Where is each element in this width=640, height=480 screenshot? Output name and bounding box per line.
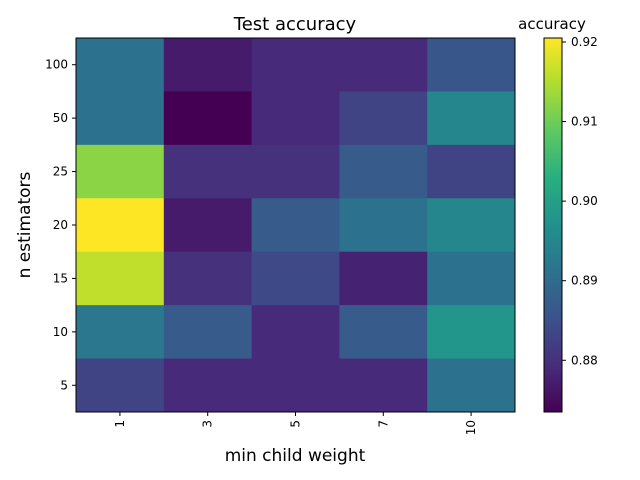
y-tick-label: 25 [53,165,68,179]
heatmap-cell [251,251,340,306]
heatmap-cell [76,305,165,360]
colorbar-tick-label: 0.91 [571,115,598,129]
colorbar-label: accuracy [518,15,586,33]
heatmap-cell [251,91,340,146]
heatmap-cell [339,91,428,146]
heatmap-cell [163,251,253,306]
heatmap-cell [427,91,516,146]
x-axis-ticks: 1 3 5 7 10 [113,412,478,435]
y-axis-label: n estimators [15,171,35,278]
heatmap-cell [76,144,165,199]
heatmap-cells [76,38,516,413]
heatmap-cell [427,305,516,360]
chart-title: Test accuracy [233,14,357,35]
heatmap-cell [76,251,165,306]
heatmap-cell [76,38,165,92]
colorbar-tick-label: 0.90 [571,194,598,208]
x-tick-label: 1 [113,420,127,428]
heatmap-cell [339,305,428,360]
heatmap-cell [427,198,516,253]
heatmap-cell [427,358,516,413]
heatmap-cell [163,305,253,360]
heatmap-cell [163,144,253,199]
colorbar [543,37,563,413]
heatmap-cell [251,144,340,199]
heatmap-cell [76,91,165,146]
heatmap-cell [427,38,516,92]
heatmap-cell [339,358,428,413]
heatmap-cell [251,358,340,413]
heatmap-cell [251,198,340,253]
heatmap-cell [427,251,516,306]
heatmap-cell [76,358,165,413]
heatmap-cell [76,198,165,253]
heatmap-cell [163,91,253,146]
heatmap-cell [339,251,428,306]
x-tick-label: 7 [376,420,390,428]
y-tick-label: 20 [53,218,68,232]
colorbar-tick-label: 0.88 [571,353,598,367]
heatmap-cell [339,198,428,253]
y-tick-label: 15 [53,271,68,285]
y-tick-label: 100 [45,58,68,72]
colorbar-tick-label: 0.92 [571,35,598,49]
x-tick-label: 3 [201,420,215,428]
heatmap-cell [251,38,340,92]
colorbar-ticks: 0.88 0.89 0.90 0.91 0.92 [562,35,598,367]
y-tick-label: 50 [53,111,68,125]
y-axis-ticks: 100 50 25 20 15 10 5 [45,58,76,392]
heatmap-cell [427,144,516,199]
heatmap-cell [339,38,428,92]
heatmap-cell [163,38,253,92]
colorbar-tick-label: 0.89 [571,274,598,288]
y-tick-label: 5 [60,378,68,392]
x-axis-label: min child weight [225,446,366,466]
heatmap-cell [251,305,340,360]
heatmap-cell [163,358,253,413]
x-tick-label: 5 [289,420,303,428]
heatmap-cell [163,198,253,253]
y-tick-label: 10 [53,325,68,339]
x-tick-label: 10 [464,420,478,435]
heatmap-cell [339,144,428,199]
